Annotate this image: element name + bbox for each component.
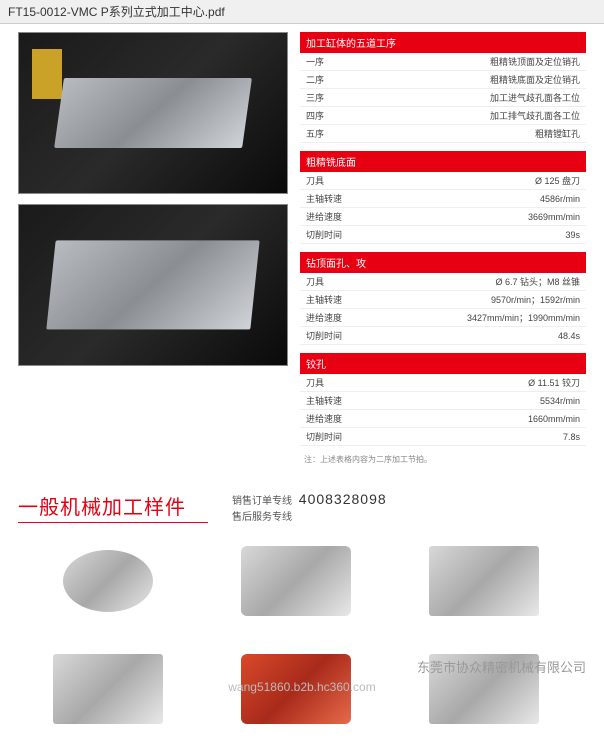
table-cell: 三序 — [300, 89, 370, 107]
table-header: 钻顶面孔、攻 — [300, 252, 586, 273]
table-cell: 主轴转速 — [300, 190, 370, 208]
title-underline — [18, 522, 208, 523]
spec-table: 粗精铣底面刀具Ø 125 盘刀主轴转速4586r/min进给速度3669mm/m… — [300, 151, 586, 244]
table-row: 进给速度3669mm/min — [300, 208, 586, 226]
table-cell: 48.4s — [370, 327, 586, 345]
table-row: 切削时间7.8s — [300, 428, 586, 446]
table-cell: 一序 — [300, 53, 370, 71]
table-cell: 39s — [370, 226, 586, 244]
table-row: 进给速度3427mm/min；1990mm/min — [300, 309, 586, 327]
page-content: 加工缸体的五道工序一序粗精铣顶面及定位销孔二序粗精铣底面及定位销孔三序加工进气歧… — [0, 24, 604, 739]
service-label: 售后服务专线 — [232, 512, 292, 523]
table-row: 切削时间48.4s — [300, 327, 586, 345]
table-cell: 刀具 — [300, 172, 370, 190]
sample-parts-grid — [18, 531, 586, 739]
table-cell: 粗精铣底面及定位销孔 — [370, 71, 586, 89]
table-cell: 切削时间 — [300, 327, 370, 345]
spec-table: 铰孔刀具Ø 11.51 铰刀主轴转速5534r/min进给速度1660mm/mi… — [300, 353, 586, 446]
table-cell: 二序 — [300, 71, 370, 89]
section-title-block: 一般机械加工样件 — [18, 491, 208, 523]
source-url: wang51860.b2b.hc360.com — [0, 680, 604, 694]
sample-part — [18, 531, 198, 631]
engine-block-render — [46, 241, 259, 330]
table-row: 刀具Ø 6.7 钻头；M8 丝锥 — [300, 273, 586, 291]
spec-table: 钻顶面孔、攻刀具Ø 6.7 钻头；M8 丝锥主轴转速9570r/min；1592… — [300, 252, 586, 345]
table-footnote: 注：上述表格内容为二序加工节拍。 — [304, 454, 586, 465]
table-cell: 主轴转速 — [300, 291, 370, 309]
part-flange — [63, 550, 153, 612]
table-cell: 1660mm/min — [370, 410, 586, 428]
table-row: 主轴转速5534r/min — [300, 392, 586, 410]
service-line: 售后服务专线 — [232, 510, 387, 525]
table-cell: 3427mm/min；1990mm/min — [370, 309, 586, 327]
sales-line: 销售订单专线 4008328098 — [232, 489, 387, 510]
machining-photo-2 — [18, 204, 288, 366]
tables-column: 加工缸体的五道工序一序粗精铣顶面及定位销孔二序粗精铣底面及定位销孔三序加工进气歧… — [300, 32, 586, 475]
table-row: 主轴转速9570r/min；1592r/min — [300, 291, 586, 309]
table-cell: Ø 11.51 铰刀 — [370, 374, 586, 392]
table-header: 加工缸体的五道工序 — [300, 32, 586, 53]
table-row: 四序加工排气歧孔面各工位 — [300, 107, 586, 125]
table-row: 二序粗精铣底面及定位销孔 — [300, 71, 586, 89]
table-cell: Ø 6.7 钻头；M8 丝锥 — [370, 273, 586, 291]
sales-label: 销售订单专线 — [232, 496, 292, 507]
table-cell: 五序 — [300, 125, 370, 143]
table-cell: 加工排气歧孔面各工位 — [370, 107, 586, 125]
table-cell: 刀具 — [300, 374, 370, 392]
table-cell: 刀具 — [300, 273, 370, 291]
table-row: 刀具Ø 125 盘刀 — [300, 172, 586, 190]
table-cell: 4586r/min — [370, 190, 586, 208]
sample-part — [206, 531, 386, 631]
contact-info: 销售订单专线 4008328098 售后服务专线 — [232, 489, 387, 525]
table-cell: 7.8s — [370, 428, 586, 446]
table-row: 一序粗精铣顶面及定位销孔 — [300, 53, 586, 71]
photo-accent — [32, 49, 62, 99]
table-row: 刀具Ø 11.51 铰刀 — [300, 374, 586, 392]
spec-table: 加工缸体的五道工序一序粗精铣顶面及定位销孔二序粗精铣底面及定位销孔三序加工进气歧… — [300, 32, 586, 143]
part-housing — [429, 546, 539, 616]
table-row: 五序粗精镗缸孔 — [300, 125, 586, 143]
phone-number: 4008328098 — [299, 491, 387, 507]
engine-block-render — [54, 78, 251, 148]
table-cell: Ø 125 盘刀 — [370, 172, 586, 190]
window-title-bar: FT15-0012-VMC P系列立式加工中心.pdf — [0, 0, 604, 24]
photo-column — [18, 32, 288, 475]
table-cell: 切削时间 — [300, 226, 370, 244]
pdf-filename: FT15-0012-VMC P系列立式加工中心.pdf — [8, 5, 225, 19]
table-row: 三序加工进气歧孔面各工位 — [300, 89, 586, 107]
part-valve-body — [241, 546, 351, 616]
table-cell: 3669mm/min — [370, 208, 586, 226]
table-cell: 粗精铣顶面及定位销孔 — [370, 53, 586, 71]
table-row: 进给速度1660mm/min — [300, 410, 586, 428]
table-cell: 粗精镗缸孔 — [370, 125, 586, 143]
table-row: 主轴转速4586r/min — [300, 190, 586, 208]
table-header: 铰孔 — [300, 353, 586, 374]
table-cell: 9570r/min；1592r/min — [370, 291, 586, 309]
table-cell: 进给速度 — [300, 309, 370, 327]
table-cell: 四序 — [300, 107, 370, 125]
machining-photo-1 — [18, 32, 288, 194]
table-cell: 进给速度 — [300, 208, 370, 226]
section-title: 一般机械加工样件 — [18, 491, 208, 520]
sample-part — [394, 531, 574, 631]
table-cell: 主轴转速 — [300, 392, 370, 410]
table-cell: 进给速度 — [300, 410, 370, 428]
table-cell: 切削时间 — [300, 428, 370, 446]
table-cell: 5534r/min — [370, 392, 586, 410]
top-section: 加工缸体的五道工序一序粗精铣顶面及定位销孔二序粗精铣底面及定位销孔三序加工进气歧… — [18, 32, 586, 475]
table-row: 切削时间39s — [300, 226, 586, 244]
table-header: 粗精铣底面 — [300, 151, 586, 172]
section-header-row: 一般机械加工样件 销售订单专线 4008328098 售后服务专线 — [18, 489, 586, 525]
company-name: 东莞市协众精密机械有限公司 — [417, 657, 586, 676]
table-cell: 加工进气歧孔面各工位 — [370, 89, 586, 107]
